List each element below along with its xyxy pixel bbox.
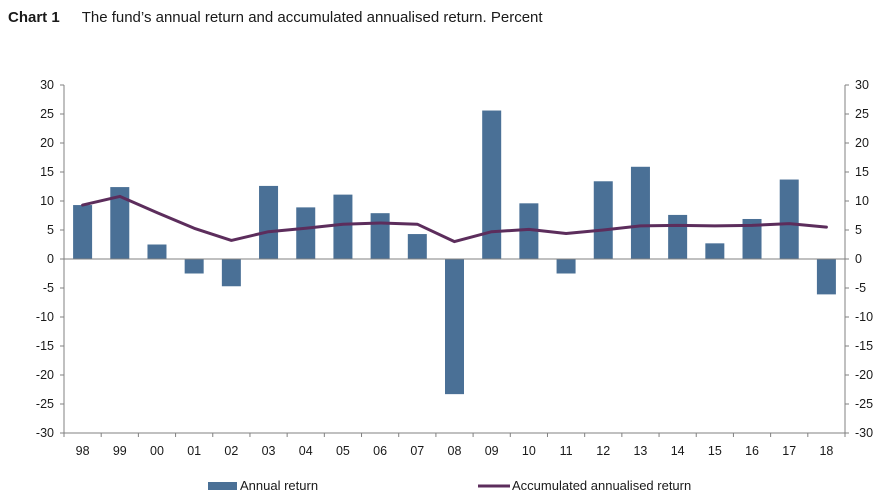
y-tick-label-left: 15: [40, 165, 54, 179]
y-tick-label-left: 0: [47, 252, 54, 266]
y-tick-label-right: 20: [855, 136, 869, 150]
bar-annual-return-04: [296, 207, 316, 259]
chart-number-label: Chart 1: [8, 9, 60, 26]
y-tick-label-left: 30: [40, 78, 54, 92]
y-tick-label-right: 25: [855, 107, 869, 121]
x-tick-label-16: 16: [745, 444, 759, 458]
legend-swatch-annual-return: [208, 482, 237, 490]
bar-annual-return-14: [668, 214, 688, 259]
bar-annual-return-10: [519, 203, 539, 259]
y-tick-label-right: 30: [855, 78, 869, 92]
y-tick-label-right: 5: [855, 223, 862, 237]
bar-annual-return-17: [779, 179, 799, 259]
legend-label-annual-return: Annual return: [240, 478, 318, 493]
y-tick-label-left: 20: [40, 136, 54, 150]
y-tick-label-right: 0: [855, 252, 862, 266]
y-tick-label-left: 25: [40, 107, 54, 121]
bar-annual-return-08: [445, 259, 464, 395]
y-tick-label-right: -15: [855, 339, 873, 353]
x-tick-label-15: 15: [708, 444, 722, 458]
y-tick-label-right: -5: [855, 281, 866, 295]
bar-annual-return-02: [221, 259, 241, 287]
bar-annual-return-09: [482, 110, 502, 260]
bar-annual-return-15: [705, 243, 725, 259]
bar-annual-return-99: [110, 187, 130, 259]
y-tick-label-right: 15: [855, 165, 869, 179]
y-tick-label-right: -10: [855, 310, 873, 324]
bar-annual-return-13: [630, 166, 650, 259]
y-tick-label-left: -10: [36, 310, 54, 324]
bar-annual-return-16: [742, 218, 762, 259]
x-tick-label-03: 03: [262, 444, 276, 458]
bar-annual-return-12: [593, 181, 613, 259]
x-tick-label-01: 01: [187, 444, 201, 458]
y-tick-label-left: -30: [36, 426, 54, 440]
x-tick-label-14: 14: [671, 444, 685, 458]
bar-annual-return-06: [370, 213, 390, 259]
y-tick-label-right: -20: [855, 368, 873, 382]
x-tick-label-06: 06: [373, 444, 387, 458]
bar-annual-return-05: [333, 194, 353, 259]
x-tick-label-98: 98: [76, 444, 90, 458]
bar-annual-return-01: [184, 259, 204, 274]
bar-annual-return-00: [147, 244, 167, 259]
bar-annual-return-98: [73, 205, 93, 259]
x-tick-label-05: 05: [336, 444, 350, 458]
y-tick-label-left: -15: [36, 339, 54, 353]
line-accumulated-annualised-return: [81, 194, 828, 244]
y-tick-label-right: 10: [855, 194, 869, 208]
bar-annual-return-03: [259, 185, 279, 259]
bar-annual-return-11: [556, 259, 576, 274]
y-tick-label-left: 5: [47, 223, 54, 237]
y-tick-label-left: -25: [36, 397, 54, 411]
y-tick-label-right: -25: [855, 397, 873, 411]
x-tick-label-02: 02: [224, 444, 238, 458]
y-tick-label-left: 10: [40, 194, 54, 208]
x-tick-label-00: 00: [150, 444, 164, 458]
x-tick-label-10: 10: [522, 444, 536, 458]
x-tick-label-09: 09: [485, 444, 499, 458]
x-tick-label-04: 04: [299, 444, 313, 458]
x-tick-label-07: 07: [410, 444, 424, 458]
x-tick-label-17: 17: [782, 444, 796, 458]
legend-label-accumulated: Accumulated annualised return: [512, 478, 691, 493]
bar-annual-return-18: [816, 259, 836, 295]
x-tick-label-99: 99: [113, 444, 127, 458]
y-tick-label-right: -30: [855, 426, 873, 440]
y-tick-label-left: -20: [36, 368, 54, 382]
chart-header: Chart 1 The fund’s annual return and accu…: [8, 9, 543, 26]
x-tick-label-12: 12: [596, 444, 610, 458]
x-tick-label-13: 13: [633, 444, 647, 458]
chart-title: The fund’s annual return and accumulated…: [81, 9, 543, 26]
x-tick-label-08: 08: [448, 444, 462, 458]
x-tick-label-11: 11: [560, 444, 573, 458]
x-tick-label-18: 18: [819, 444, 833, 458]
bar-annual-return-07: [407, 234, 427, 259]
y-tick-label-left: -5: [43, 281, 54, 295]
